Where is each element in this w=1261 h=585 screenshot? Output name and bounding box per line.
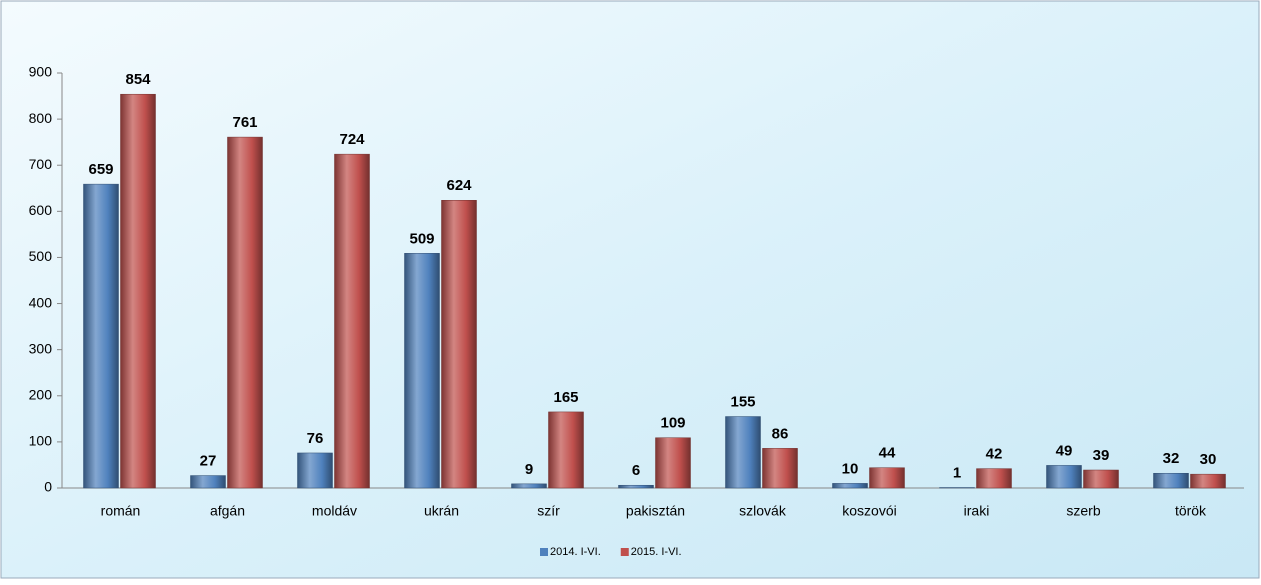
y-tick-label: 400 (29, 294, 53, 310)
bar (512, 484, 547, 488)
bar (1084, 470, 1119, 488)
value-label: 86 (772, 425, 789, 442)
bar (726, 417, 761, 488)
value-label: 1 (953, 465, 961, 482)
x-tick-label: moldáv (312, 503, 357, 519)
x-tick-label: ukrán (424, 503, 459, 519)
value-label: 761 (232, 114, 257, 131)
x-tick-label: koszovói (842, 503, 896, 519)
x-tick-label: román (101, 503, 141, 519)
bar (228, 137, 263, 488)
bar (84, 184, 119, 488)
value-label: 724 (339, 131, 365, 148)
bar (335, 154, 370, 488)
value-label: 32 (1163, 450, 1180, 467)
bar (121, 94, 156, 488)
y-tick-label: 800 (29, 110, 53, 126)
y-tick-label: 300 (29, 340, 53, 356)
x-tick-label: török (1175, 503, 1207, 519)
legend-label: 2014. I-VI. (550, 546, 601, 558)
value-label: 9 (525, 461, 533, 478)
bar (619, 485, 654, 488)
value-label: 624 (446, 177, 472, 194)
y-tick-label: 900 (29, 64, 53, 80)
value-label: 27 (200, 453, 217, 470)
legend-label: 2015. I-VI. (631, 546, 682, 558)
x-tick-label: szlovák (739, 503, 787, 519)
bar (763, 448, 798, 488)
bar (298, 453, 333, 488)
y-tick-label: 700 (29, 156, 53, 172)
bar (1154, 473, 1189, 488)
value-label: 165 (553, 389, 578, 406)
value-label: 76 (307, 430, 324, 447)
value-label: 854 (125, 71, 151, 88)
x-tick-label: pakisztán (626, 503, 685, 519)
y-tick-label: 100 (29, 433, 53, 449)
bar (833, 483, 868, 488)
value-label: 659 (88, 161, 113, 178)
value-label: 42 (986, 446, 1003, 463)
x-tick-label: szerb (1066, 503, 1100, 519)
value-label: 39 (1093, 447, 1110, 464)
bar (405, 253, 440, 488)
bar (442, 200, 477, 488)
legend-swatch (540, 548, 548, 556)
y-tick-label: 500 (29, 248, 53, 264)
x-tick-label: afgán (210, 503, 245, 519)
value-label: 49 (1056, 442, 1073, 459)
bar (977, 469, 1012, 488)
value-label: 10 (842, 460, 859, 477)
bar (1191, 474, 1226, 488)
bar (549, 412, 584, 488)
value-label: 155 (730, 393, 755, 410)
y-tick-label: 0 (44, 479, 52, 495)
bar (1047, 465, 1082, 488)
x-tick-label: szír (537, 503, 560, 519)
bar (656, 438, 691, 488)
value-label: 509 (409, 230, 434, 247)
y-tick-label: 600 (29, 202, 53, 218)
value-label: 30 (1200, 451, 1217, 468)
x-tick-label: iraki (964, 503, 990, 519)
bar (870, 468, 905, 488)
y-tick-label: 200 (29, 386, 53, 402)
bar (191, 476, 226, 488)
value-label: 44 (879, 445, 896, 462)
legend-swatch (621, 548, 629, 556)
value-label: 109 (660, 415, 685, 432)
value-label: 6 (632, 462, 640, 479)
